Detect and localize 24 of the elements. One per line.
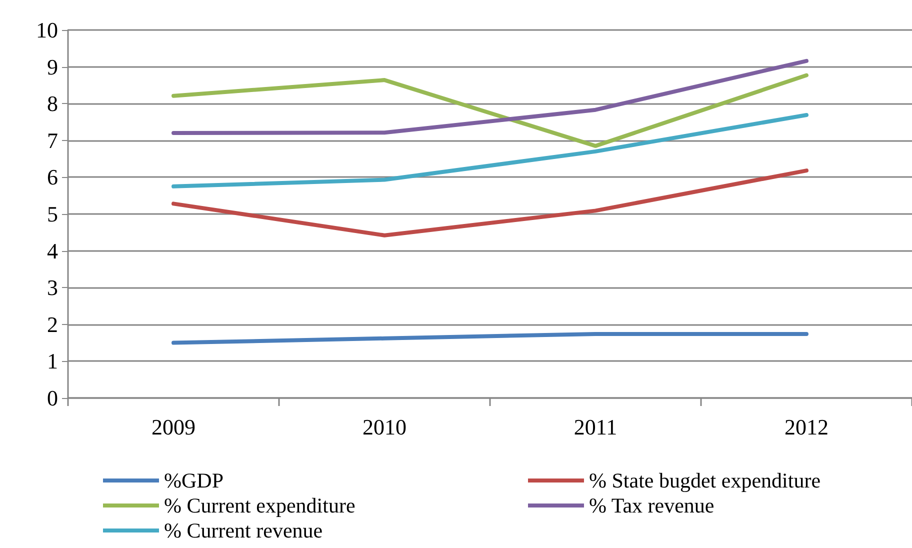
line-series (172, 58, 808, 136)
legend-label: % State bugdet expenditure (589, 468, 821, 492)
y-tick-label: 9 (47, 54, 58, 80)
y-tick-label: 6 (47, 164, 58, 190)
legend-label: % Current revenue (164, 518, 323, 542)
y-tick-label: 4 (47, 238, 58, 264)
line-series (172, 73, 808, 148)
x-tick-label: 2010 (362, 414, 406, 440)
y-tick-label: 2 (47, 312, 58, 337)
y-tick-label: 5 (47, 202, 58, 226)
y-tick-label: 0 (47, 386, 58, 410)
x-tick-label: 2012 (784, 414, 828, 440)
legend-label: %GDP (164, 468, 224, 492)
line-series (172, 168, 808, 238)
y-tick-label: 1 (47, 348, 58, 374)
legend-label: % Current expenditure (164, 494, 356, 518)
y-tick-label: 10 (36, 18, 58, 42)
y-tick-label: 3 (47, 275, 58, 300)
x-tick-label: 2011 (574, 414, 618, 440)
legend-label: % Tax revenue (589, 494, 714, 518)
line-series (172, 113, 808, 188)
y-tick-label: 8 (47, 91, 58, 116)
x-tick-label: 2009 (152, 414, 196, 440)
y-tick-label: 7 (47, 128, 58, 153)
